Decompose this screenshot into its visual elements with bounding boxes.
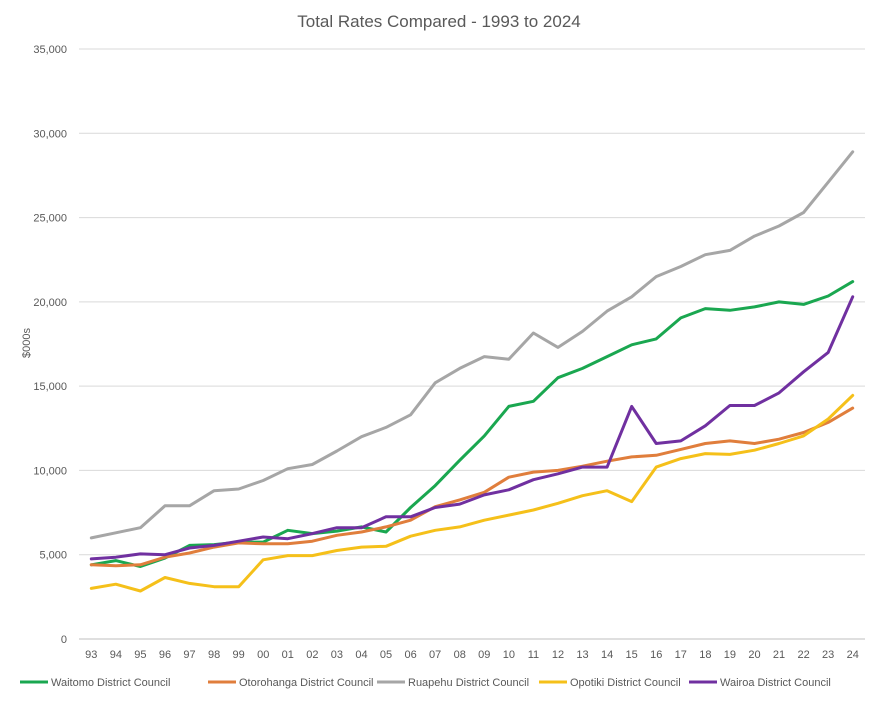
x-tick-label: 95: [134, 649, 146, 661]
y-axis-label: $000s: [21, 328, 33, 358]
y-axis-ticks: 0 5,000 10,000 15,000 20,000 25,000 30,000 35,0…: [33, 44, 67, 646]
series-lines: [89, 150, 855, 593]
x-tick-label: 04: [355, 649, 367, 661]
x-tick-label: 00: [257, 649, 269, 661]
gridlines: [79, 48, 865, 640]
x-tick-label: 20: [748, 649, 760, 661]
x-tick-label: 99: [233, 649, 245, 661]
chart-title: Total Rates Compared - 1993 to 2024: [297, 12, 581, 31]
x-tick-label: 02: [306, 649, 318, 661]
x-tick-label: 16: [650, 649, 662, 661]
x-tick-label: 10: [503, 649, 515, 661]
y-tick-label: 20,000: [33, 297, 67, 309]
legend: Waitomo District Council Otorohanga Distr…: [20, 677, 831, 689]
x-tick-label: 97: [183, 649, 195, 661]
x-tick-label: 18: [699, 649, 711, 661]
legend-label: Otorohanga District Council: [239, 677, 374, 689]
y-tick-label: 30,000: [33, 128, 67, 140]
series-line-3: [89, 150, 855, 540]
legend-label: Wairoa District Council: [720, 677, 831, 689]
x-tick-label: 94: [110, 649, 122, 661]
y-tick-label: 10,000: [33, 465, 67, 477]
x-tick-label: 23: [822, 649, 834, 661]
x-tick-label: 05: [380, 649, 392, 661]
y-tick-label: 25,000: [33, 213, 67, 225]
x-tick-label: 13: [576, 649, 588, 661]
x-tick-label: 15: [626, 649, 638, 661]
y-tick-label: 0: [61, 634, 67, 646]
x-tick-label: 19: [724, 649, 736, 661]
series-line-2: [89, 406, 855, 568]
legend-label: Waitomo District Council: [51, 677, 170, 689]
legend-label: Ruapehu District Council: [408, 677, 529, 689]
x-tick-label: 08: [454, 649, 466, 661]
series-line-5: [89, 295, 855, 561]
x-tick-label: 09: [478, 649, 490, 661]
legend-label: Opotiki District Council: [570, 677, 681, 689]
y-tick-label: 35,000: [33, 44, 67, 56]
x-tick-label: 03: [331, 649, 343, 661]
x-tick-label: 11: [528, 649, 539, 661]
x-tick-label: 21: [773, 649, 785, 661]
y-tick-label: 15,000: [33, 381, 67, 393]
x-tick-label: 14: [601, 649, 613, 661]
x-tick-label: 17: [675, 649, 687, 661]
x-tick-label: 12: [552, 649, 564, 661]
x-tick-label: 93: [85, 649, 97, 661]
x-tick-label: 24: [847, 649, 859, 661]
series-line-4: [89, 393, 855, 593]
x-tick-label: 07: [429, 649, 441, 661]
x-tick-label: 01: [282, 649, 294, 661]
y-tick-label: 5,000: [39, 550, 67, 562]
x-tick-label: 06: [404, 649, 416, 661]
x-tick-label: 22: [797, 649, 809, 661]
x-axis-ticks: 93 94 95 96 97 98 99 00 01 02 03 04 05 06 07 08 09 10 11 12…: [85, 649, 859, 661]
x-tick-label: 96: [159, 649, 171, 661]
x-tick-label: 98: [208, 649, 220, 661]
